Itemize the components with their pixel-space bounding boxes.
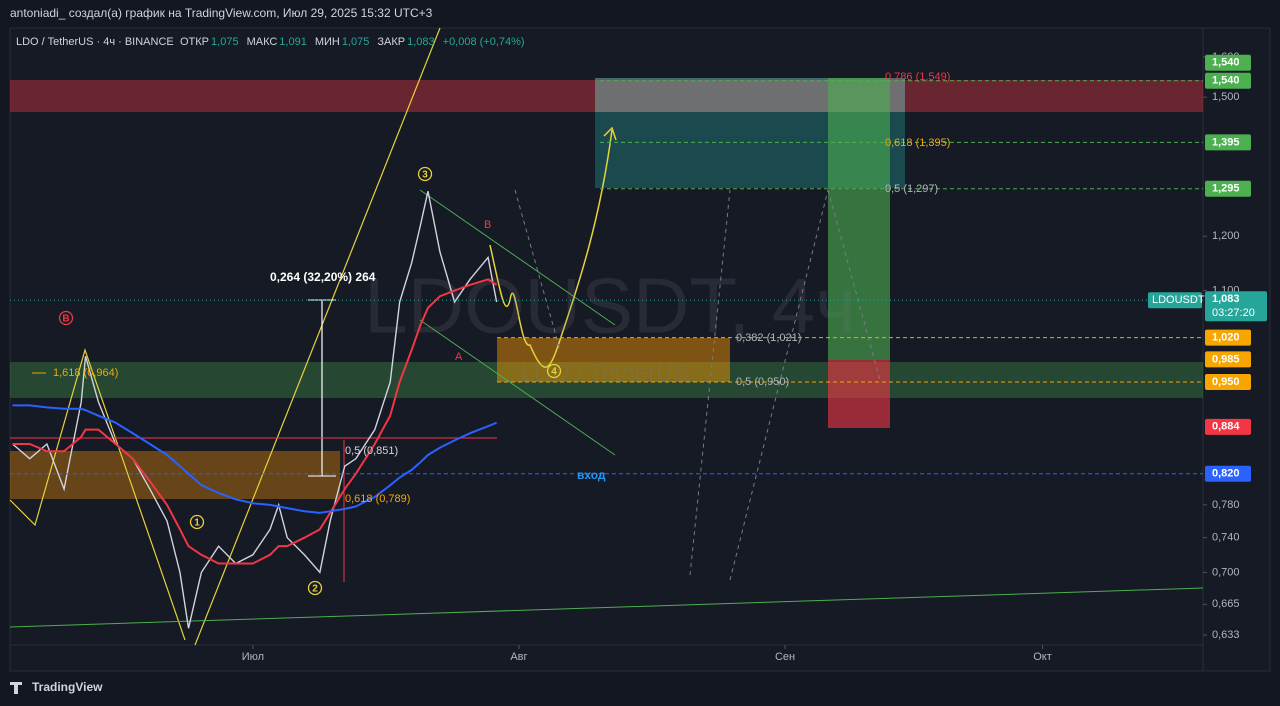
annotation: 0,5 (0,950) bbox=[736, 376, 789, 388]
annotation: 0,264 (32,20%) 264 bbox=[270, 270, 376, 284]
projection-path bbox=[489, 129, 613, 368]
x-tick-label: Авг bbox=[510, 651, 527, 663]
annotation: 0,786 (1,549) bbox=[885, 71, 950, 83]
last-price-name-badge bbox=[1148, 292, 1202, 309]
price-badge-label: 0,985 bbox=[1212, 353, 1240, 365]
y-tick-label: 1,200 bbox=[1212, 230, 1240, 242]
x-tick-label: Окт bbox=[1033, 651, 1052, 663]
annotation: 0,618 (1,395) bbox=[885, 137, 950, 149]
wave-label: 2 bbox=[312, 584, 318, 595]
price-badge-label: 1,295 bbox=[1212, 183, 1240, 195]
last-price-timer: 03:27:20 bbox=[1212, 307, 1255, 319]
legend-key: ОТКР bbox=[180, 36, 209, 48]
annotation: 1,618 (0,964) bbox=[53, 367, 118, 379]
support-zone bbox=[10, 362, 1203, 398]
annotation: вход bbox=[577, 468, 606, 482]
wave-label: 1 bbox=[194, 518, 200, 529]
price-badge-label: 0,820 bbox=[1212, 468, 1240, 480]
annotation: 0,5 (1,297) bbox=[885, 183, 938, 195]
logo bbox=[10, 682, 22, 694]
price-badge bbox=[1205, 54, 1251, 71]
price-badge bbox=[1205, 72, 1251, 89]
last-price-name: LDOUSDT bbox=[1152, 294, 1205, 306]
channel-line bbox=[419, 189, 616, 326]
wave-circle bbox=[546, 363, 562, 379]
annotation: A bbox=[455, 351, 463, 363]
price-badge-label: 1,540 bbox=[1212, 75, 1240, 87]
y-tick-label: 0,633 bbox=[1212, 629, 1240, 641]
y-tick-label: 0,700 bbox=[1212, 566, 1240, 578]
price-badge-label: 1,020 bbox=[1212, 332, 1240, 344]
legend-value: 1,083 bbox=[407, 36, 435, 48]
header: antoniadi_ создал(а) график на TradingVi… bbox=[10, 6, 433, 20]
x-tick-label: Сен bbox=[775, 651, 795, 663]
annotation: 0,618 (0,789) bbox=[345, 493, 410, 505]
price-badge bbox=[1205, 351, 1251, 368]
wave-circle bbox=[417, 166, 433, 182]
annotation: B bbox=[484, 219, 491, 231]
fib-zone bbox=[10, 451, 340, 499]
y-tick-label: 1,500 bbox=[1212, 91, 1240, 103]
long-stop bbox=[828, 360, 890, 428]
resistance-zone bbox=[10, 80, 1203, 112]
price-line bbox=[12, 404, 498, 514]
legend-value: 1,075 bbox=[211, 36, 239, 48]
price-line bbox=[12, 191, 498, 629]
legend-value: 1,075 bbox=[342, 36, 370, 48]
price-badge-label: 0,884 bbox=[1212, 421, 1240, 433]
price-line bbox=[12, 278, 498, 565]
entry-zone bbox=[497, 338, 730, 382]
projection-arrow bbox=[603, 126, 617, 141]
wave-label: B bbox=[62, 314, 69, 325]
price-badge-label: 0,950 bbox=[1212, 376, 1240, 388]
price-badge bbox=[1205, 418, 1251, 435]
y-tick-label: 0,665 bbox=[1212, 598, 1240, 610]
wave-label: 4 bbox=[551, 367, 557, 378]
price-badge bbox=[1205, 134, 1251, 151]
legend-key: МАКС bbox=[247, 36, 278, 48]
long-trend-line bbox=[9, 587, 1204, 628]
annotation: 0,382 (1,021) bbox=[736, 332, 801, 344]
channel-line bbox=[419, 319, 616, 456]
price-badge-label: 1,395 bbox=[1212, 136, 1240, 148]
annotation: 0,5 (0,851) bbox=[345, 445, 398, 457]
wave-circle bbox=[58, 310, 74, 326]
legend-value: 1,091 bbox=[279, 36, 307, 48]
price-badge bbox=[1205, 329, 1251, 346]
watermark: LDOUSDT, 4ч bbox=[364, 262, 855, 350]
x-tick-label: Июл bbox=[242, 651, 264, 663]
footer: TradingView bbox=[32, 680, 103, 694]
last-price-badge bbox=[1205, 291, 1267, 322]
last-price-label: 1,083 bbox=[1212, 293, 1240, 305]
wave-circle bbox=[189, 514, 205, 530]
scenario-lines bbox=[514, 189, 881, 581]
legend-change: +0,008 (+0,74%) bbox=[443, 36, 525, 48]
legend-key: МИН bbox=[315, 36, 340, 48]
price-badge-label: 1,540 bbox=[1212, 57, 1240, 69]
y-tick-label: 0,780 bbox=[1212, 499, 1240, 511]
wave-circle bbox=[307, 580, 323, 596]
price-badge bbox=[1205, 180, 1251, 197]
trend-line bbox=[194, 27, 441, 646]
wave-label: 3 bbox=[422, 170, 428, 181]
legend-key: ЗАКР bbox=[377, 36, 405, 48]
price-badge bbox=[1205, 373, 1251, 390]
price-badge bbox=[1205, 465, 1251, 482]
symbol: LDO / TetherUS · 4ч · BINANCE bbox=[16, 36, 174, 48]
y-tick-label: 0,740 bbox=[1212, 532, 1240, 544]
long-profit bbox=[828, 78, 890, 360]
